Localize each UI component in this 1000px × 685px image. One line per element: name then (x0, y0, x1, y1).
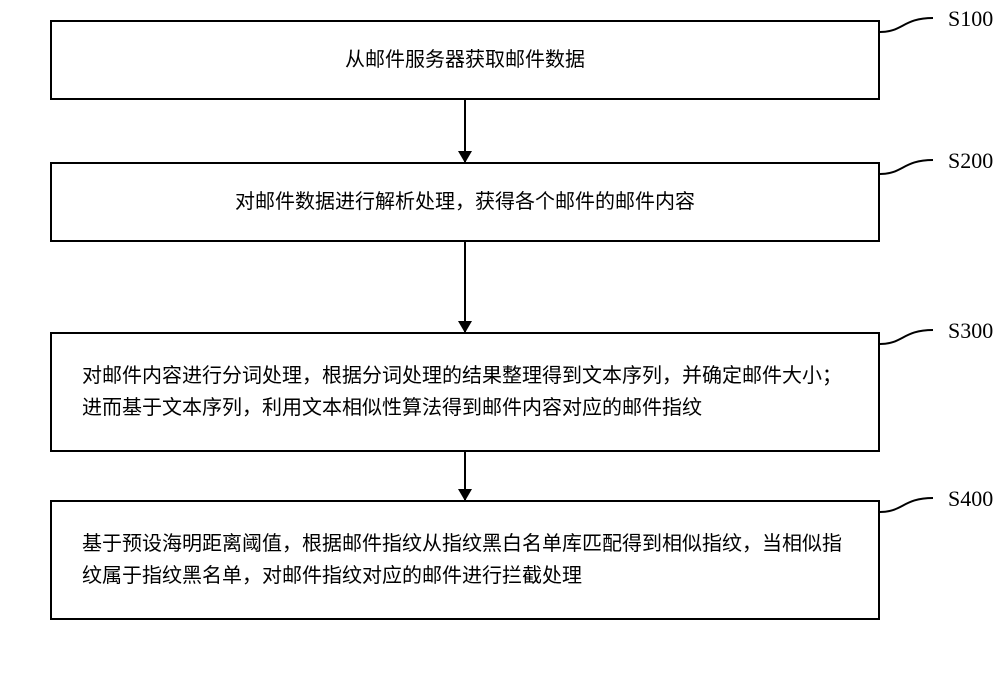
brace-s400 (878, 492, 948, 532)
arrow-s200-s300 (464, 242, 466, 332)
flowchart-container: 从邮件服务器获取邮件数据 S100 对邮件数据进行解析处理，获得各个邮件的邮件内… (50, 20, 950, 620)
step-label-s100: S100 (948, 6, 993, 32)
step-box-s200: 对邮件数据进行解析处理，获得各个邮件的邮件内容 (50, 162, 880, 242)
step-box-s100: 从邮件服务器获取邮件数据 (50, 20, 880, 100)
brace-s200 (878, 154, 948, 194)
step-label-s200: S200 (948, 148, 993, 174)
step-label-s300: S300 (948, 318, 993, 344)
brace-s300 (878, 324, 948, 364)
brace-s100 (878, 12, 948, 52)
step-row-s200: 对邮件数据进行解析处理，获得各个邮件的邮件内容 S200 (50, 162, 950, 242)
step-label-s400: S400 (948, 486, 993, 512)
arrow-s300-s400 (464, 452, 466, 500)
step-row-s300: 对邮件内容进行分词处理，根据分词处理的结果整理得到文本序列，并确定邮件大小；进而… (50, 332, 950, 452)
step-text: 对邮件内容进行分词处理，根据分词处理的结果整理得到文本序列，并确定邮件大小；进而… (82, 360, 848, 424)
step-box-s400: 基于预设海明距离阈值，根据邮件指纹从指纹黑白名单库匹配得到相似指纹，当相似指纹属… (50, 500, 880, 620)
arrow-s100-s200 (464, 100, 466, 162)
step-text: 基于预设海明距离阈值，根据邮件指纹从指纹黑白名单库匹配得到相似指纹，当相似指纹属… (82, 528, 848, 592)
step-row-s400: 基于预设海明距离阈值，根据邮件指纹从指纹黑白名单库匹配得到相似指纹，当相似指纹属… (50, 500, 950, 620)
step-text: 对邮件数据进行解析处理，获得各个邮件的邮件内容 (235, 186, 695, 218)
step-box-s300: 对邮件内容进行分词处理，根据分词处理的结果整理得到文本序列，并确定邮件大小；进而… (50, 332, 880, 452)
step-row-s100: 从邮件服务器获取邮件数据 S100 (50, 20, 950, 100)
step-text: 从邮件服务器获取邮件数据 (345, 44, 585, 76)
